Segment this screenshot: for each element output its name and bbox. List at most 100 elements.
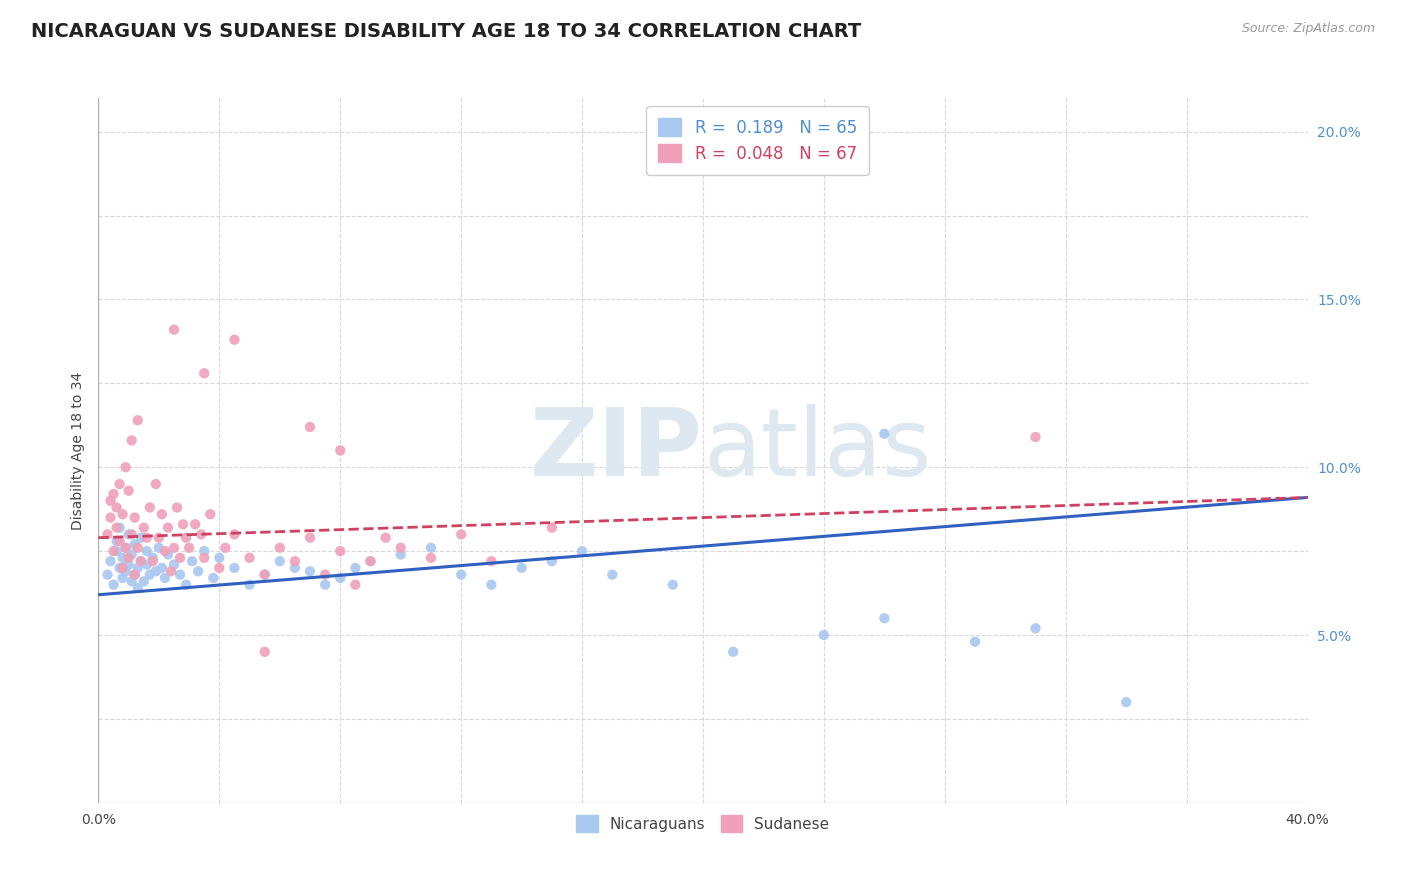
Point — [124, 567, 146, 582]
Point — [118, 550, 141, 565]
Point — [163, 323, 186, 337]
Point — [269, 541, 291, 555]
Point — [135, 558, 157, 572]
Point — [299, 531, 322, 545]
Point — [150, 507, 173, 521]
Point — [172, 517, 194, 532]
Point — [103, 487, 125, 501]
Point — [420, 541, 443, 555]
Point — [389, 548, 412, 562]
Text: NICARAGUAN VS SUDANESE DISABILITY AGE 18 TO 34 CORRELATION CHART: NICARAGUAN VS SUDANESE DISABILITY AGE 18… — [31, 22, 862, 41]
Point — [132, 574, 155, 589]
Point — [873, 426, 896, 441]
Point — [253, 567, 276, 582]
Point — [314, 567, 336, 582]
Point — [965, 634, 987, 648]
Point — [111, 507, 134, 521]
Point — [450, 527, 472, 541]
Point — [214, 541, 236, 555]
Point — [1115, 695, 1137, 709]
Point — [540, 554, 562, 568]
Point — [121, 434, 143, 448]
Point — [108, 561, 131, 575]
Point — [129, 554, 152, 568]
Point — [873, 611, 896, 625]
Point — [184, 517, 207, 532]
Point — [174, 531, 197, 545]
Point — [139, 567, 162, 582]
Point — [105, 500, 128, 515]
Point — [193, 366, 215, 380]
Point — [100, 493, 122, 508]
Point — [813, 628, 835, 642]
Point — [602, 567, 624, 582]
Point — [150, 561, 173, 575]
Point — [420, 550, 443, 565]
Point — [661, 577, 683, 591]
Point — [156, 548, 179, 562]
Point — [103, 577, 125, 591]
Point — [135, 544, 157, 558]
Point — [253, 645, 276, 659]
Point — [450, 567, 472, 582]
Point — [284, 561, 307, 575]
Point — [208, 561, 231, 575]
Point — [193, 544, 215, 558]
Point — [208, 550, 231, 565]
Point — [127, 581, 149, 595]
Point — [142, 554, 165, 568]
Point — [100, 510, 122, 524]
Point — [481, 577, 503, 591]
Point — [193, 550, 215, 565]
Point — [153, 544, 176, 558]
Point — [124, 567, 146, 582]
Point — [145, 477, 167, 491]
Point — [96, 527, 118, 541]
Point — [200, 507, 222, 521]
Text: atlas: atlas — [703, 404, 931, 497]
Point — [127, 541, 149, 555]
Point — [103, 544, 125, 558]
Point — [105, 534, 128, 549]
Point — [108, 521, 131, 535]
Point — [169, 550, 191, 565]
Text: ZIP: ZIP — [530, 404, 703, 497]
Point — [1024, 430, 1046, 444]
Point — [329, 544, 352, 558]
Point — [202, 571, 225, 585]
Point — [360, 554, 382, 568]
Point — [148, 541, 170, 555]
Point — [224, 527, 246, 541]
Point — [166, 500, 188, 515]
Point — [314, 577, 336, 591]
Point — [148, 531, 170, 545]
Point — [224, 333, 246, 347]
Point — [108, 534, 131, 549]
Point — [118, 527, 141, 541]
Point — [124, 510, 146, 524]
Point — [181, 554, 204, 568]
Point — [269, 554, 291, 568]
Point — [224, 561, 246, 575]
Point — [179, 541, 201, 555]
Point — [114, 564, 136, 578]
Point — [169, 567, 191, 582]
Point — [299, 564, 322, 578]
Point — [187, 564, 209, 578]
Point — [239, 577, 262, 591]
Point — [571, 544, 593, 558]
Point — [114, 460, 136, 475]
Point — [481, 554, 503, 568]
Point — [127, 561, 149, 575]
Point — [111, 550, 134, 565]
Point — [132, 521, 155, 535]
Point — [190, 527, 212, 541]
Point — [1024, 621, 1046, 635]
Point — [284, 554, 307, 568]
Point — [114, 541, 136, 555]
Point — [374, 531, 396, 545]
Point — [142, 550, 165, 565]
Point — [145, 564, 167, 578]
Point — [121, 527, 143, 541]
Point — [163, 541, 186, 555]
